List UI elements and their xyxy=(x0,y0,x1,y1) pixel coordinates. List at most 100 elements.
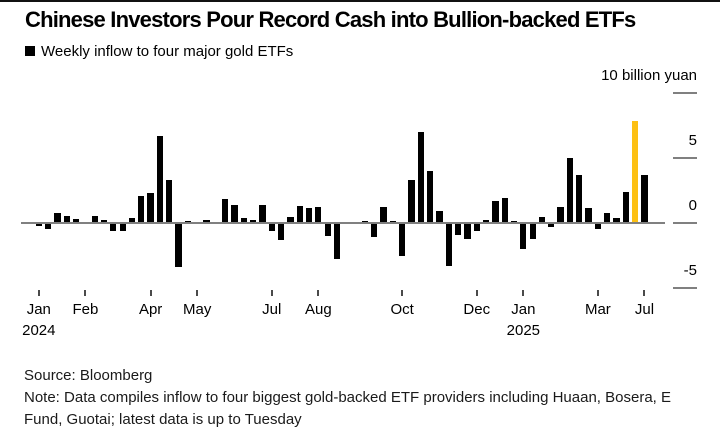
x-axis-tick xyxy=(643,290,646,296)
bar xyxy=(482,220,490,223)
bar xyxy=(417,131,424,223)
bar xyxy=(324,223,331,237)
bar xyxy=(44,223,52,229)
x-axis-label: Jul xyxy=(634,301,655,318)
bar xyxy=(166,179,173,223)
y-axis-label: 0 xyxy=(688,197,697,214)
bar xyxy=(305,207,313,223)
legend: Weekly inflow to four major gold ETFs xyxy=(25,42,293,60)
footer-notes: Source: Bloomberg Note: Data compiles in… xyxy=(24,365,700,431)
bar xyxy=(622,191,629,223)
bar xyxy=(138,195,145,223)
bar xyxy=(464,223,471,239)
bar xyxy=(492,200,499,223)
bar xyxy=(501,198,508,223)
bar xyxy=(436,211,443,223)
bar xyxy=(333,223,341,259)
bar xyxy=(613,218,620,223)
bar xyxy=(566,157,574,223)
y-axis-tick xyxy=(673,222,697,224)
legend-swatch xyxy=(25,46,35,56)
top-border xyxy=(0,0,720,2)
x-axis-tick xyxy=(401,290,404,296)
bar xyxy=(35,223,42,227)
y-axis-tick xyxy=(673,287,697,290)
x-axis-tick xyxy=(475,290,478,296)
bar xyxy=(538,217,546,223)
x-axis-label: Dec xyxy=(463,301,491,318)
bar xyxy=(249,220,257,223)
bar xyxy=(473,223,480,231)
bar xyxy=(315,207,322,223)
y-axis-label: 5 xyxy=(688,131,697,149)
bar xyxy=(91,216,98,223)
bar xyxy=(203,220,210,223)
x-axis-label: Oct xyxy=(390,301,414,318)
bar xyxy=(128,218,136,223)
bar xyxy=(277,223,285,240)
x-axis-label: Feb xyxy=(72,301,99,318)
x-axis-tick xyxy=(37,290,40,296)
y-axis-label: 10 billion yuan xyxy=(601,66,697,84)
bar xyxy=(641,174,648,223)
bar xyxy=(399,223,406,256)
bar xyxy=(510,220,518,223)
bar xyxy=(371,223,378,237)
bar xyxy=(445,223,452,267)
bar xyxy=(529,223,536,239)
legend-label: Weekly inflow to four major gold ETFs xyxy=(41,42,294,60)
highlight-bar xyxy=(632,121,639,223)
chart-title: Chinese Investors Pour Record Cash into … xyxy=(25,7,636,32)
source-line: Source: Bloomberg xyxy=(24,367,153,384)
bar xyxy=(427,170,434,223)
bar xyxy=(110,223,117,231)
x-axis-label: Jan xyxy=(511,301,536,318)
bar xyxy=(454,223,462,235)
bar xyxy=(63,215,70,223)
bar xyxy=(604,213,611,223)
x-axis-label: Apr xyxy=(138,301,163,318)
bar xyxy=(100,219,108,223)
bar xyxy=(54,213,61,223)
bar xyxy=(520,223,527,250)
x-axis-label: Mar xyxy=(584,301,611,318)
bar xyxy=(296,206,303,223)
bar xyxy=(259,204,266,223)
bar xyxy=(240,218,247,223)
x-axis-tick xyxy=(196,290,199,296)
y-axis-label: -5 xyxy=(683,262,697,280)
bar xyxy=(156,135,164,223)
x-axis-tick xyxy=(84,290,87,296)
x-axis-tick xyxy=(317,290,320,296)
x-axis-line xyxy=(21,222,665,224)
y-axis-tick xyxy=(673,91,697,94)
bar xyxy=(594,223,602,229)
bar xyxy=(72,219,80,223)
y-axis-tick xyxy=(673,156,697,159)
bar xyxy=(380,207,387,223)
x-axis-tick xyxy=(522,290,525,296)
bar xyxy=(287,217,294,223)
bar xyxy=(231,205,238,223)
x-axis-tick xyxy=(149,290,152,296)
x-axis-tick xyxy=(270,290,273,296)
bar xyxy=(147,192,154,223)
note-line: Note: Data compiles inflow to four bigge… xyxy=(24,389,671,428)
bar xyxy=(175,223,182,268)
x-axis-label: Jan xyxy=(26,301,51,318)
bar xyxy=(222,198,229,223)
bar xyxy=(408,179,415,223)
bar xyxy=(268,223,275,231)
x-axis-label: Jul xyxy=(262,301,282,318)
x-axis-year-label: 2025 xyxy=(506,322,541,339)
bar xyxy=(576,174,583,223)
x-axis-label: May xyxy=(183,301,212,318)
x-axis-label: Aug xyxy=(304,301,332,318)
bar xyxy=(548,223,555,227)
x-axis-year-label: 2024 xyxy=(22,322,56,339)
x-axis-tick xyxy=(596,290,599,296)
bar xyxy=(557,207,564,223)
bar xyxy=(585,207,592,223)
